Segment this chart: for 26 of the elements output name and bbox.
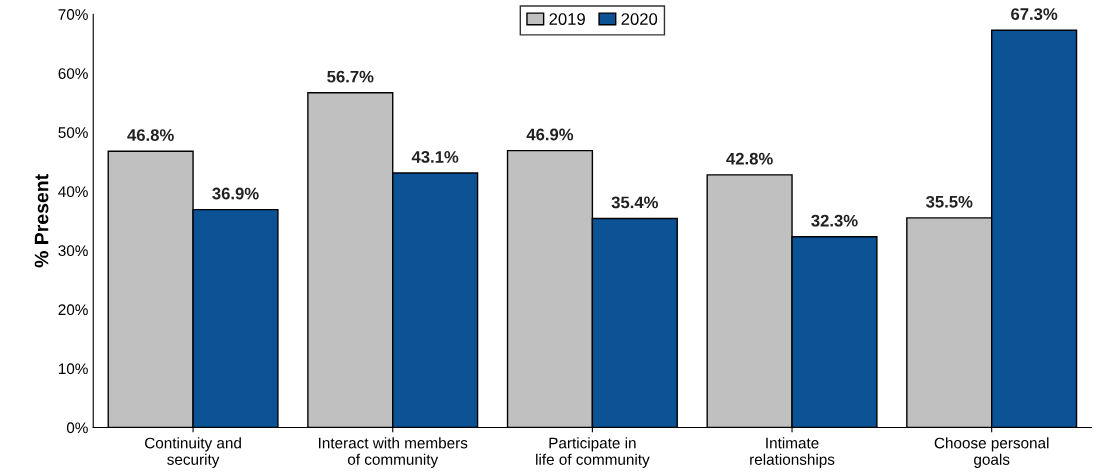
x-tick-label: Continuity and security (145, 437, 241, 468)
legend-label: 2020 (621, 13, 658, 25)
data-label: 42.8% (726, 152, 773, 165)
y-axis-title: % Present (34, 174, 49, 268)
x-tick-label: Interact with members of community (319, 437, 468, 468)
y-tick-label: 40% (58, 186, 88, 198)
y-tick-label: 30% (58, 245, 88, 257)
y-tick-label: 20% (58, 304, 88, 316)
data-label: 36.9% (212, 187, 259, 200)
data-label: 67.3% (1011, 8, 1058, 20)
x-tick-label: Intimate relationships (750, 437, 835, 468)
data-label: 35.4% (611, 196, 658, 209)
y-tick-label: 0% (66, 422, 88, 434)
data-label: 43.1% (411, 151, 459, 163)
x-tick-label: Choose personal goals (934, 437, 1049, 468)
y-tick-label: 60% (58, 68, 88, 79)
y-tick-label: 10% (58, 363, 88, 375)
y-tick-label: 50% (58, 127, 88, 139)
legend-label: 2019 (549, 13, 585, 25)
x-tick-label: Participate in life of community (536, 437, 650, 468)
data-label: 35.5% (926, 195, 973, 208)
data-label: 46.9% (526, 128, 574, 141)
data-label: 32.3% (811, 214, 858, 227)
y-tick-label: 70% (58, 9, 88, 20)
data-label: 56.7% (327, 70, 374, 83)
data-label: 46.8% (127, 129, 174, 141)
